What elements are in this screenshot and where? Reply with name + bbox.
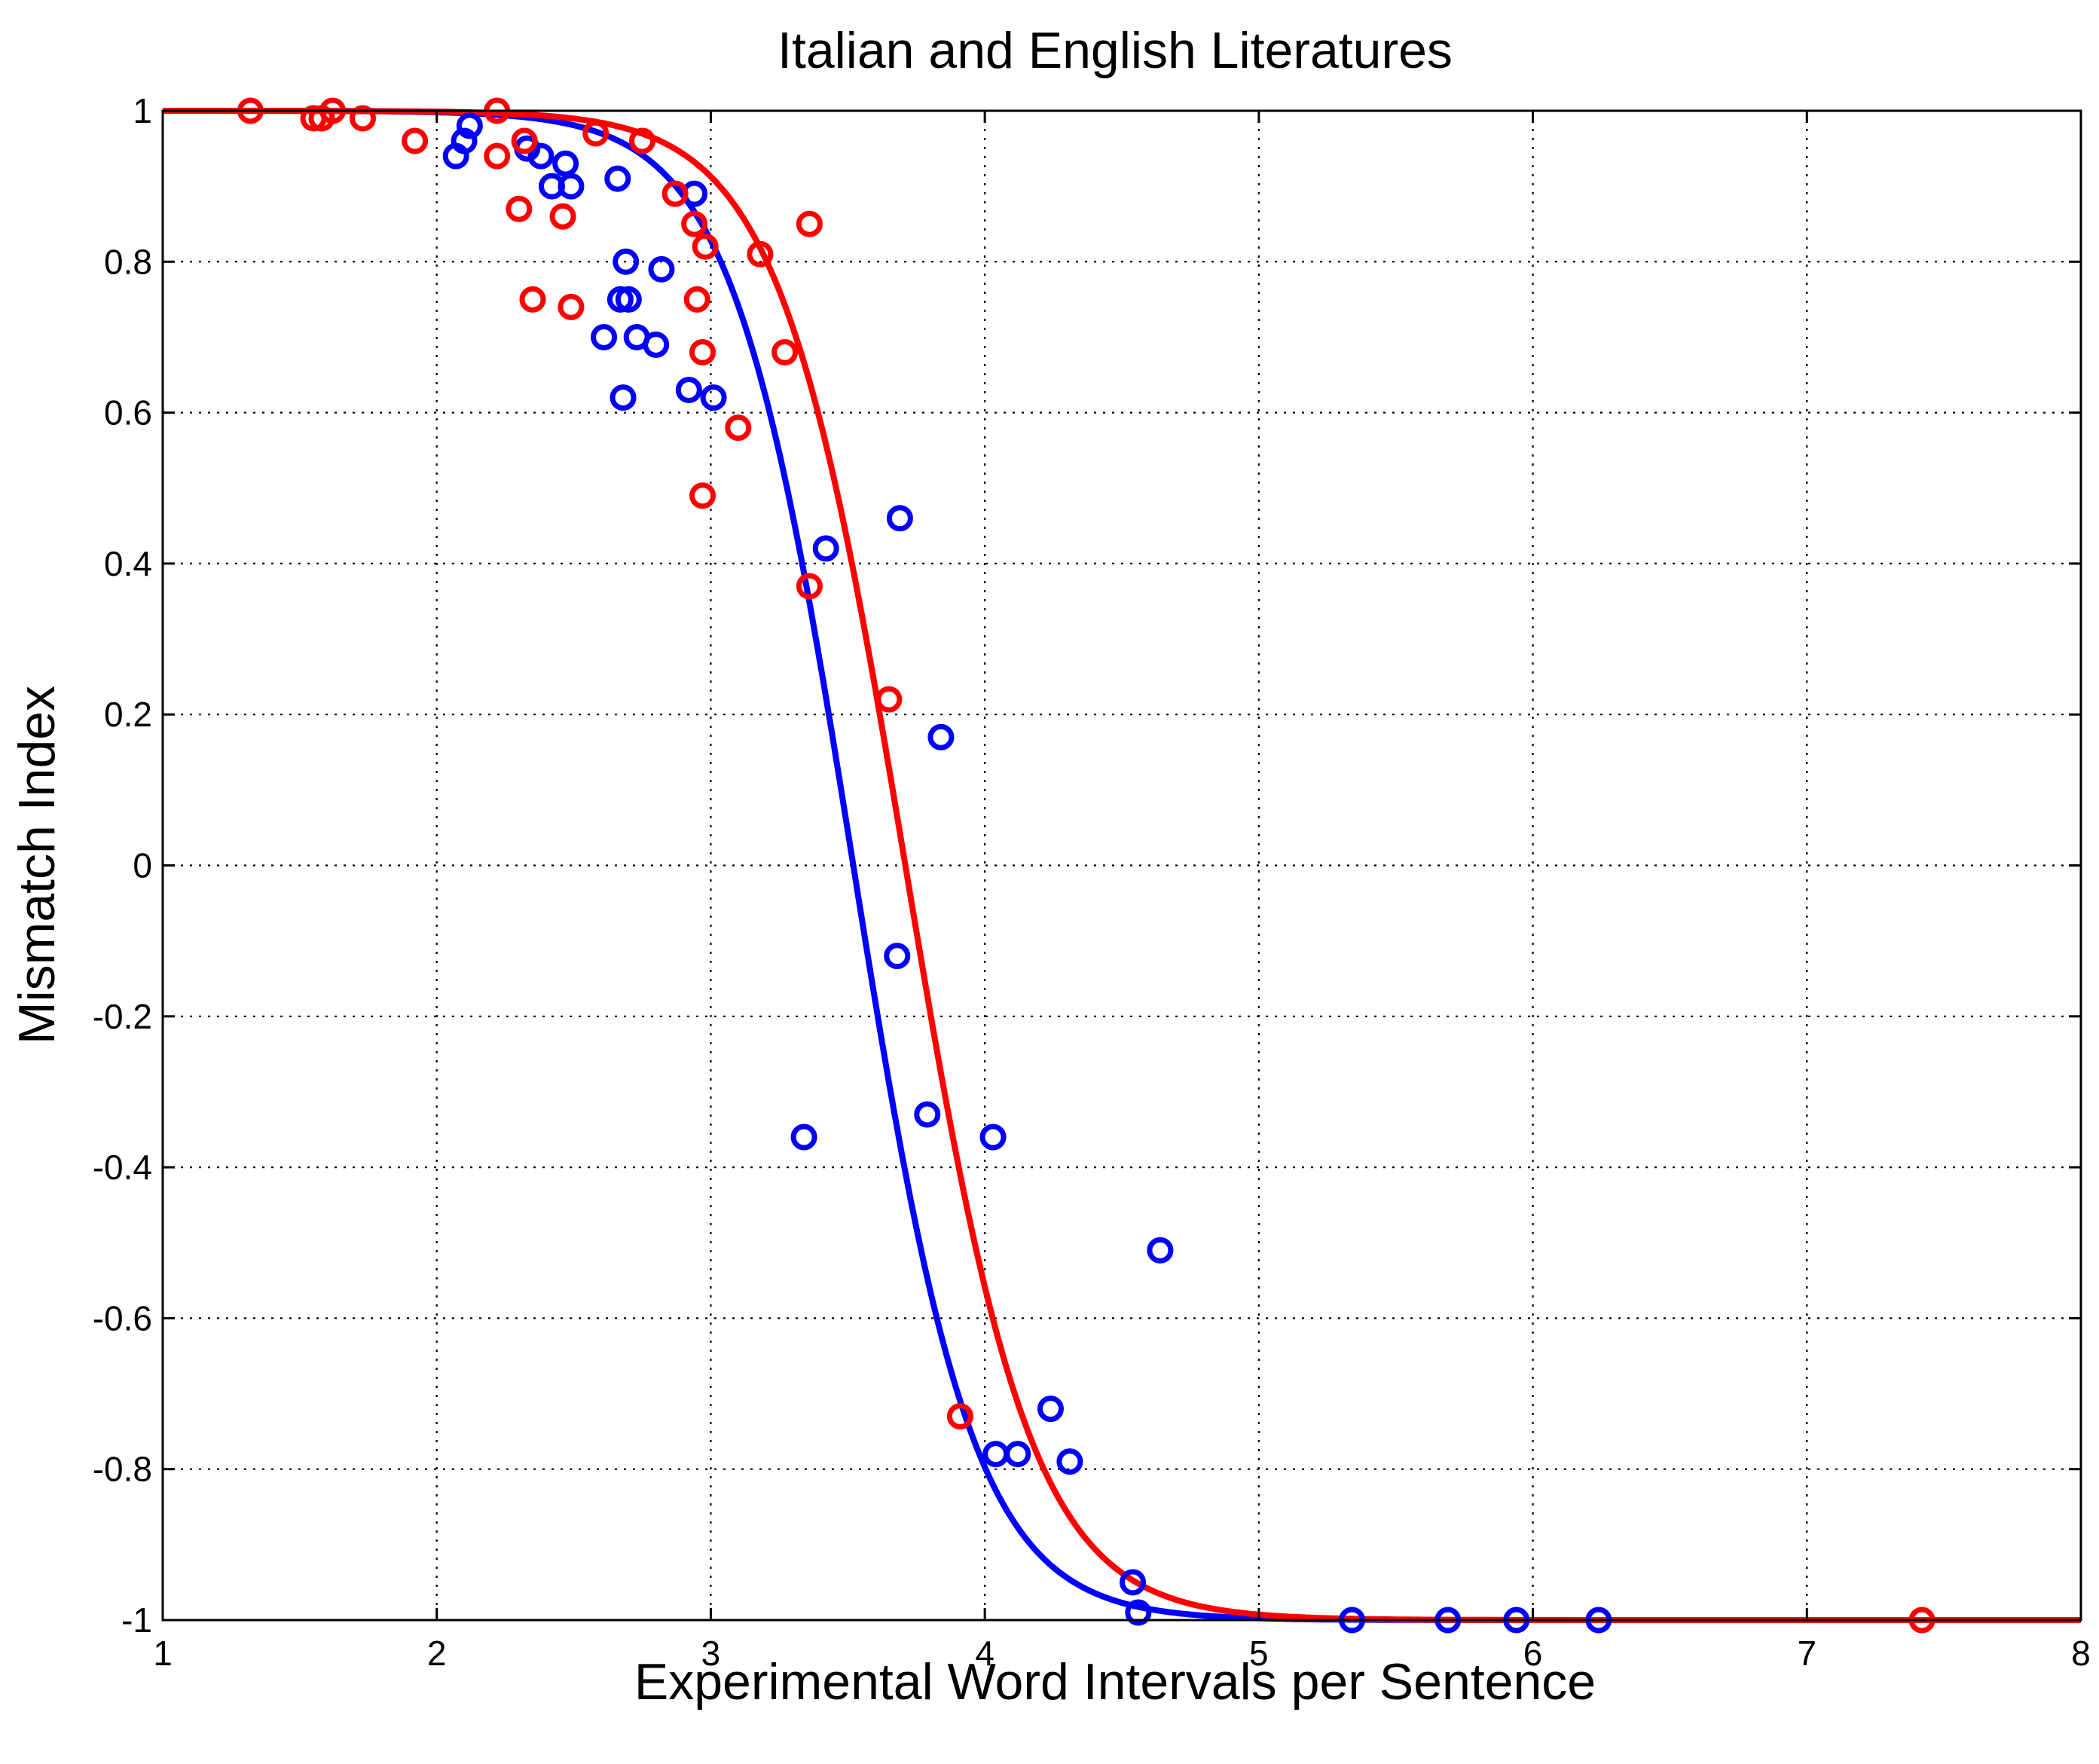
- series-0-point: [643, 331, 670, 358]
- series-0-point: [914, 1101, 941, 1128]
- series-1-point: [506, 195, 533, 222]
- series-0-point: [456, 112, 483, 139]
- series-0-point: [1120, 1569, 1147, 1596]
- x-tick-label: 3: [701, 1634, 721, 1673]
- grid-lines: [163, 111, 2081, 1620]
- series-0-point: [1147, 1237, 1174, 1264]
- series-0-point: [1125, 1599, 1152, 1626]
- series-1-point: [771, 338, 799, 365]
- series-1-point: [558, 293, 585, 320]
- series-1-point: [629, 127, 655, 154]
- x-tick-label: 4: [975, 1634, 995, 1673]
- series-0-point: [1037, 1396, 1064, 1423]
- series-1-point: [350, 105, 377, 132]
- y-tick-label: 0.8: [104, 242, 152, 281]
- x-axis-label: Experimental Word Intervals per Sentence: [634, 1653, 1596, 1710]
- y-tick-label: 1: [133, 91, 152, 130]
- series-0-point: [886, 505, 913, 532]
- series-1-point: [549, 203, 576, 230]
- series-1-point: [689, 482, 716, 509]
- series-1-point: [875, 686, 903, 713]
- series-1-point: [582, 120, 610, 147]
- x-tick-label: 5: [1249, 1634, 1269, 1673]
- series-1-point: [402, 127, 429, 154]
- series-0-point: [615, 286, 642, 313]
- x-tick-label: 2: [427, 1634, 447, 1673]
- series-0-point: [884, 943, 911, 970]
- y-tick-label: 0.6: [104, 393, 152, 433]
- series-1-point: [511, 127, 538, 154]
- series-1-point: [484, 142, 511, 170]
- axis-ticks: 1 2 3 4 5 6 7 8 1 0.8 0.6 0.4 0.2 0 -0.2 -0.4 -0.6 -0.8 -1: [93, 91, 2091, 1673]
- series-0-point: [606, 286, 634, 313]
- y-tick-label: 0: [133, 846, 152, 885]
- series-1-point: [796, 573, 823, 600]
- x-tick-label: 6: [1523, 1634, 1543, 1673]
- series-0-point: [451, 127, 478, 154]
- y-tick-label: -0.2: [93, 997, 152, 1036]
- chart-title: Italian and English Literatures: [778, 22, 1453, 79]
- series-1-point: [519, 286, 546, 313]
- x-tick-label: 7: [1797, 1634, 1816, 1673]
- data-points: [237, 97, 1936, 1634]
- y-tick-label: -0.8: [93, 1450, 152, 1489]
- series-1-point: [725, 414, 752, 442]
- series-0-point: [700, 384, 727, 411]
- y-tick-label: 0.4: [104, 544, 152, 583]
- x-tick-label: 1: [153, 1634, 173, 1673]
- series-1-point: [689, 338, 716, 365]
- series-0-point: [591, 323, 618, 350]
- series-1-point: [692, 233, 719, 260]
- x-tick-label: 8: [2071, 1634, 2091, 1673]
- series-0-point: [552, 150, 579, 177]
- series-1-point: [796, 210, 823, 237]
- y-axis-label: Mismatch Index: [8, 686, 66, 1044]
- series-0-point: [979, 1124, 1007, 1151]
- series-0-point: [613, 248, 640, 275]
- series-0-point: [648, 255, 675, 283]
- series-0-point: [812, 535, 839, 562]
- series-0-point: [558, 173, 585, 200]
- y-tick-label: -0.6: [93, 1298, 152, 1338]
- y-tick-label: 0.2: [104, 695, 152, 734]
- series-1-point: [681, 210, 708, 237]
- y-tick-label: -0.4: [93, 1148, 152, 1187]
- series-0-point: [1056, 1448, 1083, 1475]
- series-0-point: [927, 723, 955, 751]
- series-0-point: [1004, 1441, 1031, 1468]
- series-0-point: [610, 384, 637, 411]
- series-0-point: [675, 377, 702, 404]
- series-1-point: [661, 180, 689, 207]
- series-1-point: [747, 240, 774, 268]
- series-0-point: [604, 165, 631, 192]
- series-1-point: [946, 1403, 973, 1430]
- y-tick-label: -1: [121, 1600, 152, 1640]
- series-1-point: [683, 286, 710, 313]
- series-0-point: [790, 1124, 817, 1151]
- series-0-point: [527, 142, 555, 170]
